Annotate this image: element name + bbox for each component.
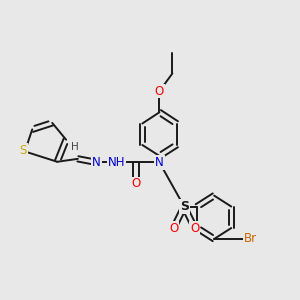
Text: O: O [190, 221, 200, 235]
Text: O: O [131, 177, 140, 190]
Text: O: O [169, 221, 178, 235]
Text: N: N [155, 156, 164, 169]
Text: S: S [20, 144, 27, 157]
Text: N: N [92, 156, 101, 169]
Text: NH: NH [107, 156, 125, 169]
Text: O: O [155, 85, 164, 98]
Text: S: S [180, 200, 189, 213]
Text: Br: Br [244, 232, 257, 245]
Text: H: H [71, 142, 79, 152]
